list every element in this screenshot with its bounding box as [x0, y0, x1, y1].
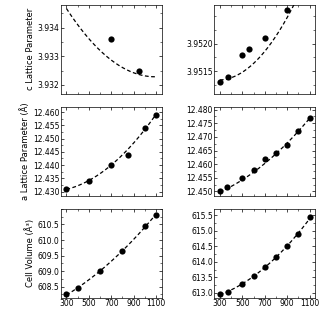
Point	[154, 112, 159, 117]
Point	[251, 273, 256, 278]
Y-axis label: c Lattice Parameter: c Lattice Parameter	[26, 8, 35, 90]
Point	[224, 185, 229, 190]
Point	[262, 36, 267, 41]
Point	[296, 231, 301, 236]
Point	[125, 152, 131, 157]
Point	[225, 290, 230, 295]
Point	[240, 282, 245, 287]
Point	[217, 189, 222, 194]
Point	[142, 125, 148, 131]
Y-axis label: Cell Volume (Å³): Cell Volume (Å³)	[25, 219, 35, 287]
Point	[142, 223, 148, 228]
Point	[109, 36, 114, 42]
Point	[273, 255, 278, 260]
Point	[109, 163, 114, 168]
Point	[284, 8, 290, 13]
Point	[240, 175, 245, 180]
Point	[120, 248, 125, 253]
Point	[296, 129, 301, 134]
Point	[284, 244, 290, 249]
Point	[86, 179, 92, 184]
Point	[307, 214, 312, 219]
Point	[262, 156, 267, 161]
Point	[98, 268, 103, 274]
Point	[75, 286, 80, 291]
Point	[246, 47, 252, 52]
Point	[251, 167, 256, 172]
Point	[137, 68, 142, 73]
Point	[225, 74, 230, 79]
Point	[262, 265, 267, 270]
Point	[273, 151, 278, 156]
Point	[307, 115, 312, 120]
Point	[240, 52, 245, 57]
Point	[64, 186, 69, 191]
Point	[217, 80, 222, 85]
Point	[64, 292, 69, 297]
Y-axis label: a Lattice Parameter (Å): a Lattice Parameter (Å)	[20, 102, 30, 200]
Point	[284, 142, 290, 148]
Point	[217, 292, 222, 297]
Point	[154, 212, 159, 218]
